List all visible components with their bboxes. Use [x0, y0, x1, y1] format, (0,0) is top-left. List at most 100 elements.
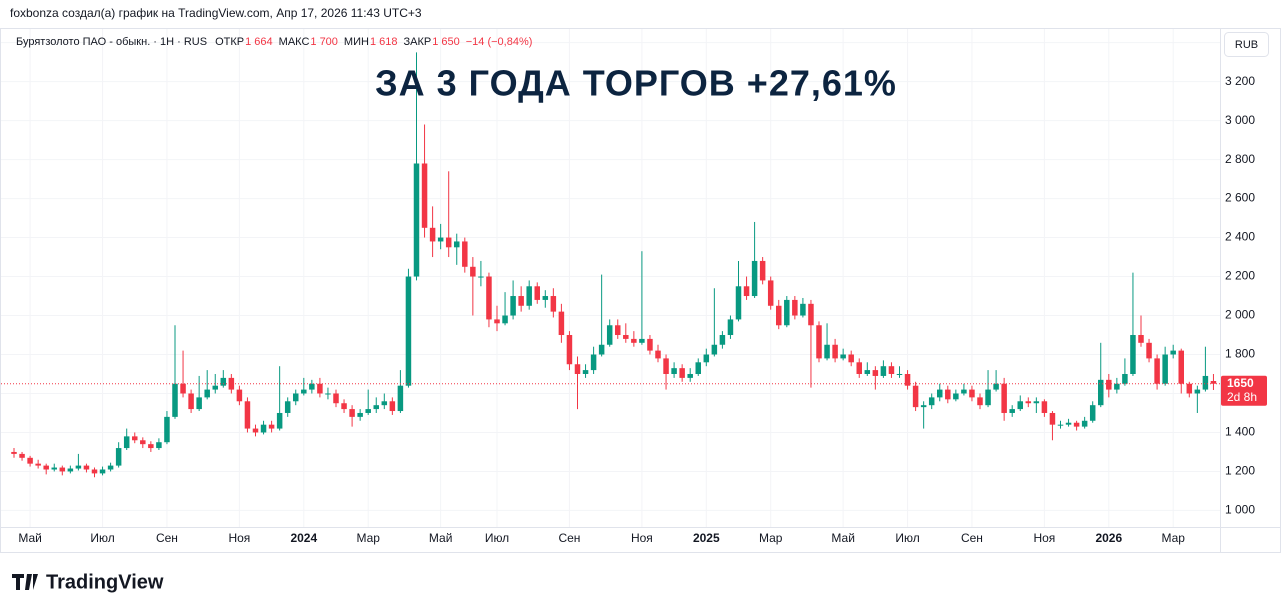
candle-body: [107, 465, 114, 470]
y-tick-label: 2 400: [1225, 230, 1255, 244]
y-tick-label: 3 000: [1225, 113, 1255, 127]
candle-body: [494, 319, 500, 324]
x-tick-label: 2025: [693, 531, 720, 545]
candle-body: [115, 448, 122, 466]
candle-body: [937, 389, 943, 398]
candle-body: [784, 299, 790, 326]
currency-button[interactable]: [1224, 32, 1269, 57]
countdown: 2d 8h: [1227, 390, 1257, 404]
candle-body: [534, 286, 540, 300]
candle-body: [301, 389, 307, 394]
headline: ЗА 3 ГОДА ТОРГОВ +27,61%: [375, 63, 897, 104]
candle-body: [309, 383, 315, 390]
y-tick-label: 1 200: [1225, 464, 1255, 478]
candle-body: [236, 389, 243, 402]
candle-body: [75, 465, 82, 469]
candle-body: [655, 350, 661, 359]
y-tick-label: 1 000: [1225, 503, 1255, 517]
candle-body: [341, 403, 347, 410]
candle-body: [389, 401, 396, 412]
x-tick-label: Сен: [558, 531, 580, 545]
x-tick-label: Июл: [90, 531, 114, 545]
y-tick-label: 1 800: [1225, 347, 1255, 361]
candle-body: [67, 468, 74, 472]
x-tick-label: Ноя: [1033, 531, 1055, 545]
symbol: Бурятзолото ПАО - обыкн. · 1H · RUS: [16, 36, 207, 48]
candle-body: [961, 389, 967, 394]
candle-body: [1073, 422, 1080, 427]
candle-body: [164, 416, 170, 443]
candle-body: [486, 276, 492, 320]
candle-body: [993, 383, 999, 390]
candle-body: [1122, 373, 1128, 384]
candle-body: [43, 465, 49, 470]
candle-body: [196, 397, 202, 410]
candle-body: [470, 266, 476, 277]
candle-body: [526, 286, 532, 306]
candle-body: [759, 260, 766, 281]
candle-body: [91, 469, 98, 474]
candle-body: [808, 303, 814, 326]
y-tick-label: 2 600: [1225, 191, 1255, 205]
candle-body: [727, 319, 734, 336]
candle-body: [566, 335, 573, 365]
candle-body: [928, 397, 935, 406]
currency[interactable]: RUB: [1235, 39, 1258, 51]
candle-body: [373, 405, 379, 410]
candle-body: [19, 453, 25, 458]
candle-body: [502, 315, 508, 324]
candle-body: [872, 370, 879, 376]
candle-body: [293, 393, 299, 402]
candle-body: [284, 401, 291, 413]
header-value: 1 650: [432, 36, 460, 48]
candle-body: [598, 344, 605, 355]
candle-body: [59, 467, 66, 472]
candle-body: [188, 393, 194, 410]
x-tick-label: Сен: [156, 531, 178, 545]
candle-body: [776, 305, 782, 326]
candle-body: [896, 373, 903, 375]
x-tick-label: Сен: [961, 531, 983, 545]
y-tick-label: 2 800: [1225, 152, 1255, 166]
credit: foxbonza создал(а) график на TradingView…: [10, 6, 422, 20]
header-label: МАКС: [279, 36, 310, 48]
candle-body: [639, 338, 645, 343]
x-tick-label: Ноя: [228, 531, 250, 545]
candle-body: [1017, 401, 1023, 410]
brand-icon: [12, 574, 38, 590]
candle-body: [478, 276, 484, 278]
candle-body: [454, 241, 460, 248]
candle-body: [357, 412, 363, 417]
candle-body: [679, 368, 685, 378]
candle-body: [888, 366, 895, 374]
candle-body: [743, 286, 750, 297]
candle-body: [920, 405, 927, 408]
candle-body: [832, 344, 838, 359]
candle-body: [220, 377, 227, 386]
candle-body: [1025, 401, 1032, 404]
header-label: МИН: [344, 36, 369, 48]
header-value: 1 664: [245, 36, 273, 48]
candle-body: [421, 163, 428, 228]
x-tick-label: Май: [429, 531, 453, 545]
candles: [1, 52, 1220, 478]
candle-body: [1178, 350, 1184, 384]
candle-body: [1186, 383, 1193, 394]
candle-body: [1194, 389, 1201, 394]
candle-body: [735, 286, 742, 320]
candle-body: [969, 389, 975, 398]
candle-body: [1202, 375, 1209, 390]
candle-body: [1009, 409, 1015, 413]
candle-body: [840, 354, 846, 359]
candle-body: [615, 325, 621, 336]
candle-body: [1154, 358, 1160, 384]
candle-body: [542, 296, 549, 300]
brand-logo: TradingView: [12, 571, 164, 593]
x-tick-label: Мар: [356, 531, 380, 545]
candle-body: [623, 335, 629, 339]
candle-body: [606, 325, 613, 345]
candle-body: [912, 385, 919, 408]
header-value: 1 700: [310, 36, 338, 48]
candle-body: [1033, 401, 1040, 404]
candle-body: [349, 409, 355, 417]
